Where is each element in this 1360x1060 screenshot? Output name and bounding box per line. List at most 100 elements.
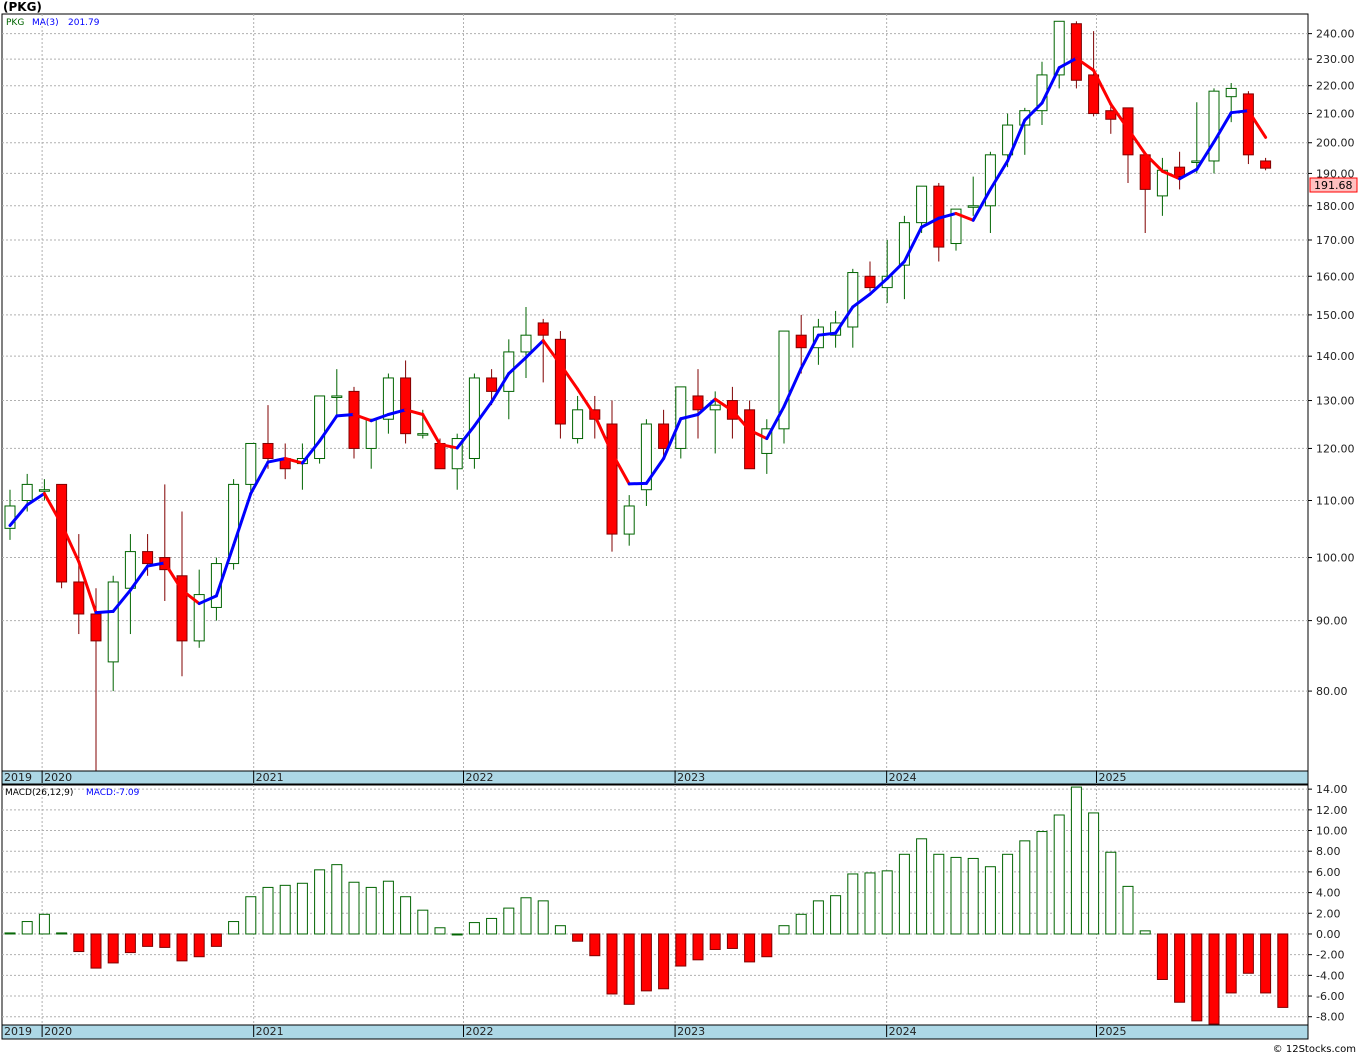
macd-bar	[176, 933, 188, 962]
macd-bar	[967, 857, 979, 935]
macd-y-axis: -8.00 -6.00 -4.00 -2.00 0.00 2.00 4.00 6.00 8.00…	[1308, 783, 1348, 1024]
candle-body	[847, 272, 859, 328]
ma3-segment	[713, 397, 734, 413]
macd-bar	[279, 884, 291, 935]
macd-bar	[1070, 786, 1082, 935]
ma3-segment	[885, 259, 906, 281]
candle-body	[898, 222, 910, 266]
ma3-segment	[902, 225, 924, 263]
candle-body	[1105, 110, 1117, 120]
last-price-label: 191.68	[1314, 179, 1353, 192]
candle-body	[4, 505, 16, 529]
ma3-segment	[214, 543, 236, 598]
ma3-segment	[369, 413, 390, 423]
macd-bar	[933, 853, 945, 935]
ma3-segment	[1143, 152, 1164, 173]
candle-body	[73, 581, 85, 615]
macd-bar	[1156, 933, 1168, 980]
macd-bar	[296, 882, 308, 935]
price-y-tick-label: 120.00	[1316, 442, 1355, 455]
candle-body	[400, 377, 412, 435]
ma3-segment	[490, 372, 511, 404]
ma3-segment	[335, 413, 356, 418]
ma3-segment	[593, 413, 614, 455]
ma3-segment	[799, 333, 820, 370]
macd-bar	[1277, 933, 1289, 1008]
candle-body	[761, 428, 773, 454]
macd-bar	[898, 853, 910, 935]
ma3-segment	[386, 408, 408, 417]
ma3-segment	[232, 491, 253, 547]
ma3-segment	[765, 405, 786, 441]
candle-body	[830, 322, 842, 336]
ma3-line	[8, 56, 1268, 615]
macd-y-tick-label: 2.00	[1316, 907, 1341, 920]
ma3-segment	[1195, 140, 1216, 171]
ma3-segment	[42, 491, 64, 526]
macd-bar	[503, 907, 515, 935]
candle-body	[1139, 154, 1151, 190]
macd-bar	[193, 933, 205, 958]
candle-body	[1260, 160, 1272, 169]
legend-ma-value: 201.79	[68, 18, 100, 28]
candle-body	[658, 423, 670, 449]
candle-body	[486, 377, 498, 392]
macd-bar	[812, 900, 824, 935]
candle-body	[692, 395, 704, 411]
ma3-segment	[541, 339, 562, 366]
price-y-tick-label: 190.00	[1316, 167, 1355, 180]
macd-bar	[1174, 933, 1186, 1003]
candle-body	[623, 505, 635, 535]
ma3-segment	[111, 588, 132, 613]
price-y-tick-label: 170.00	[1316, 234, 1355, 247]
candle-body	[950, 208, 962, 245]
ma3-segment	[576, 387, 597, 417]
ma3-segment	[507, 355, 528, 376]
chart-title: (PKG)	[3, 0, 42, 14]
candle-body	[864, 275, 876, 289]
macd-bar	[142, 933, 154, 947]
ma3-segment	[954, 211, 975, 222]
ma3-segment	[627, 481, 648, 486]
macd-bar	[21, 921, 33, 935]
macd-y-tick-label: -2.00	[1316, 949, 1344, 962]
macd-bar	[554, 925, 566, 935]
candle-body	[640, 423, 652, 491]
ma3-segment	[816, 331, 838, 337]
macd-bar	[124, 933, 136, 954]
x-axis-label: 2021	[256, 771, 284, 784]
macd-bar	[107, 933, 119, 964]
candle-body	[434, 442, 446, 470]
ma3-segment	[696, 397, 717, 417]
macd-bar	[314, 869, 326, 935]
macd-bar	[864, 872, 876, 935]
macd-x-axis-labels: 2019 2020 2021 2022 2023 2024 2025	[4, 1025, 1126, 1038]
macd-bar	[795, 913, 807, 935]
macd-y-tick-label: -8.00	[1316, 1011, 1344, 1024]
candle-body	[245, 442, 257, 485]
ma3-segment	[163, 561, 184, 592]
ma3-segment	[834, 305, 855, 335]
price-y-tick-label: 110.00	[1316, 495, 1355, 508]
macd-bar	[537, 900, 549, 935]
macd-bar	[1053, 814, 1065, 935]
ma3-segment	[1126, 127, 1147, 156]
candle-body	[193, 594, 205, 642]
macd-bar	[348, 881, 360, 935]
price-y-tick-label: 140.00	[1316, 350, 1355, 363]
candle-body	[382, 377, 394, 420]
macd-y-tick-label: 8.00	[1316, 845, 1341, 858]
ma3-segment	[180, 588, 201, 606]
macd-bar	[640, 933, 652, 992]
macd-bar	[778, 925, 790, 935]
candle-body	[365, 418, 377, 449]
ma3-segment	[1057, 56, 1078, 70]
candle-body	[1070, 23, 1082, 81]
macd-bar	[1191, 933, 1203, 1022]
ma3-segment	[524, 339, 545, 359]
x-axis-label: 2024	[889, 1025, 917, 1038]
candle-body	[107, 581, 119, 663]
watermark: © 12Stocks.com	[1273, 1044, 1356, 1055]
macd-bar	[434, 927, 446, 935]
